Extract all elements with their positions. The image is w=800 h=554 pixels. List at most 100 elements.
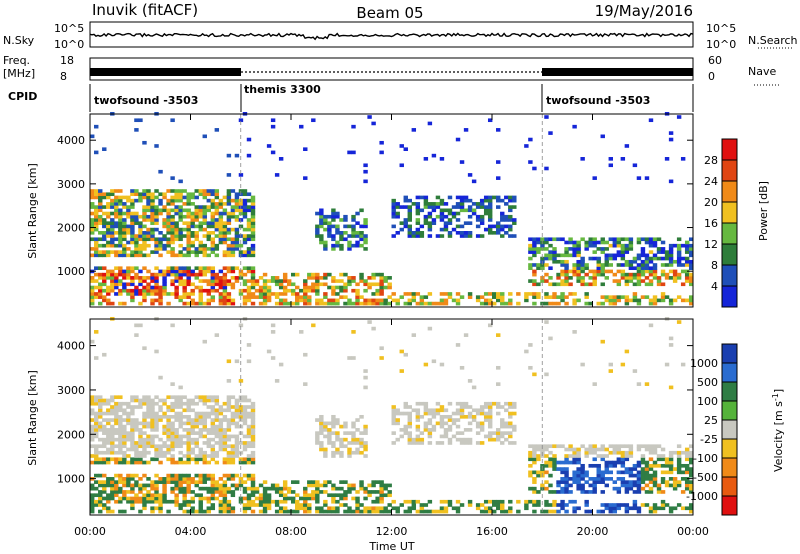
heatmap-cell — [90, 288, 95, 293]
heatmap-cell — [130, 477, 135, 481]
heatmap-cell — [98, 288, 103, 293]
heatmap-cell — [126, 198, 131, 203]
freq-label: Freq. — [3, 54, 30, 67]
heatmap-cell — [592, 457, 597, 462]
heatmap-cell — [122, 509, 127, 514]
heatmap-cell — [487, 418, 493, 422]
heatmap-cell — [274, 173, 280, 177]
heatmap-cell — [371, 480, 376, 484]
heatmap-cell — [166, 272, 171, 277]
heatmap-cell — [150, 499, 155, 504]
heatmap-cell — [90, 247, 95, 251]
heatmap-cell — [202, 211, 207, 216]
heatmap-cell — [238, 243, 244, 248]
heatmap-cell — [508, 301, 513, 306]
heatmap-cell — [210, 447, 216, 452]
heatmap-cell — [110, 509, 115, 514]
heatmap-cell — [676, 272, 682, 277]
heatmap-cell — [371, 276, 376, 280]
heatmap-cell — [391, 202, 396, 206]
heatmap-cell — [600, 240, 605, 245]
heatmap-cell — [174, 486, 179, 491]
heatmap-cell — [262, 486, 268, 491]
heatmap-cell — [367, 493, 372, 498]
heatmap-cell — [130, 250, 135, 254]
heatmap-cell — [628, 237, 634, 242]
heatmap-cell — [407, 298, 412, 303]
heatmap-cell — [496, 221, 501, 225]
heatmap-cell — [532, 292, 537, 296]
heatmap-cell — [500, 503, 505, 507]
heatmap-cell — [327, 493, 332, 498]
heatmap-cell — [676, 480, 682, 484]
heatmap-cell — [500, 431, 505, 435]
heatmap-cell — [331, 276, 336, 280]
heatmap-cell — [335, 211, 340, 216]
heatmap-cell — [483, 418, 489, 422]
heatmap-cell — [315, 431, 320, 435]
heatmap-cell — [379, 356, 384, 360]
heatmap-cell — [254, 496, 260, 501]
heatmap-cell — [198, 499, 203, 504]
heatmap-cell — [423, 221, 429, 225]
heatmap-cell — [114, 272, 119, 277]
heatmap-cell — [250, 269, 256, 274]
heatmap-cell — [242, 250, 248, 254]
heatmap-cell — [315, 276, 320, 280]
heatmap-cell — [403, 499, 408, 504]
heatmap-cell — [435, 234, 441, 238]
heatmap-cell — [335, 447, 340, 452]
heatmap-cell — [492, 437, 497, 442]
heatmap-cell — [154, 434, 159, 439]
heatmap-cell — [391, 411, 396, 416]
heatmap-cell — [250, 483, 256, 488]
heatmap-cell — [303, 352, 308, 357]
heatmap-cell — [130, 227, 135, 232]
heatmap-cell — [90, 301, 95, 306]
heatmap-cell — [174, 480, 179, 484]
heatmap-cell — [190, 288, 195, 293]
heatmap-cell — [206, 405, 211, 409]
heatmap-cell — [443, 408, 449, 413]
heatmap-cell — [194, 224, 199, 229]
heatmap-cell — [174, 288, 179, 293]
heatmap-cell — [684, 250, 690, 254]
heatmap-cell — [335, 486, 340, 491]
heatmap-cell — [130, 405, 135, 409]
heatmap-cell — [407, 211, 412, 216]
heatmap-cell — [311, 493, 316, 498]
heatmap-cell — [258, 499, 264, 504]
heatmap-cell — [250, 202, 256, 206]
heatmap-cell — [94, 237, 99, 242]
heatmap-cell — [162, 285, 167, 290]
heatmap-cell — [307, 301, 312, 306]
heatmap-cell — [407, 214, 412, 219]
heatmap-cell — [351, 483, 356, 488]
heatmap-cell — [568, 237, 573, 242]
heatmap-cell — [106, 431, 111, 435]
heatmap-cell — [443, 414, 449, 419]
heatmap-cell — [467, 421, 473, 426]
heatmap-cell — [170, 253, 175, 258]
heatmap-cell — [688, 301, 694, 306]
heatmap-cell — [134, 272, 139, 277]
nsearch-label: N.Search — [748, 34, 798, 47]
heatmap-cell — [194, 218, 199, 222]
heatmap-cell — [234, 279, 240, 283]
heatmap-cell — [170, 208, 175, 213]
heatmap-cell — [652, 460, 658, 465]
heatmap-cell — [98, 189, 103, 193]
heatmap-cell — [339, 480, 344, 484]
heatmap-cell — [668, 463, 674, 468]
heatmap-cell — [636, 490, 642, 494]
heatmap-cell — [158, 292, 163, 296]
heatmap-cell — [467, 428, 473, 432]
heatmap-cell — [198, 214, 203, 219]
heatmap-cell — [407, 208, 412, 213]
heatmap-cell — [146, 282, 151, 287]
heatmap-cell — [644, 460, 650, 465]
heatmap-cell — [487, 224, 493, 229]
heatmap-cell — [206, 454, 211, 458]
heatmap-cell — [90, 395, 95, 400]
